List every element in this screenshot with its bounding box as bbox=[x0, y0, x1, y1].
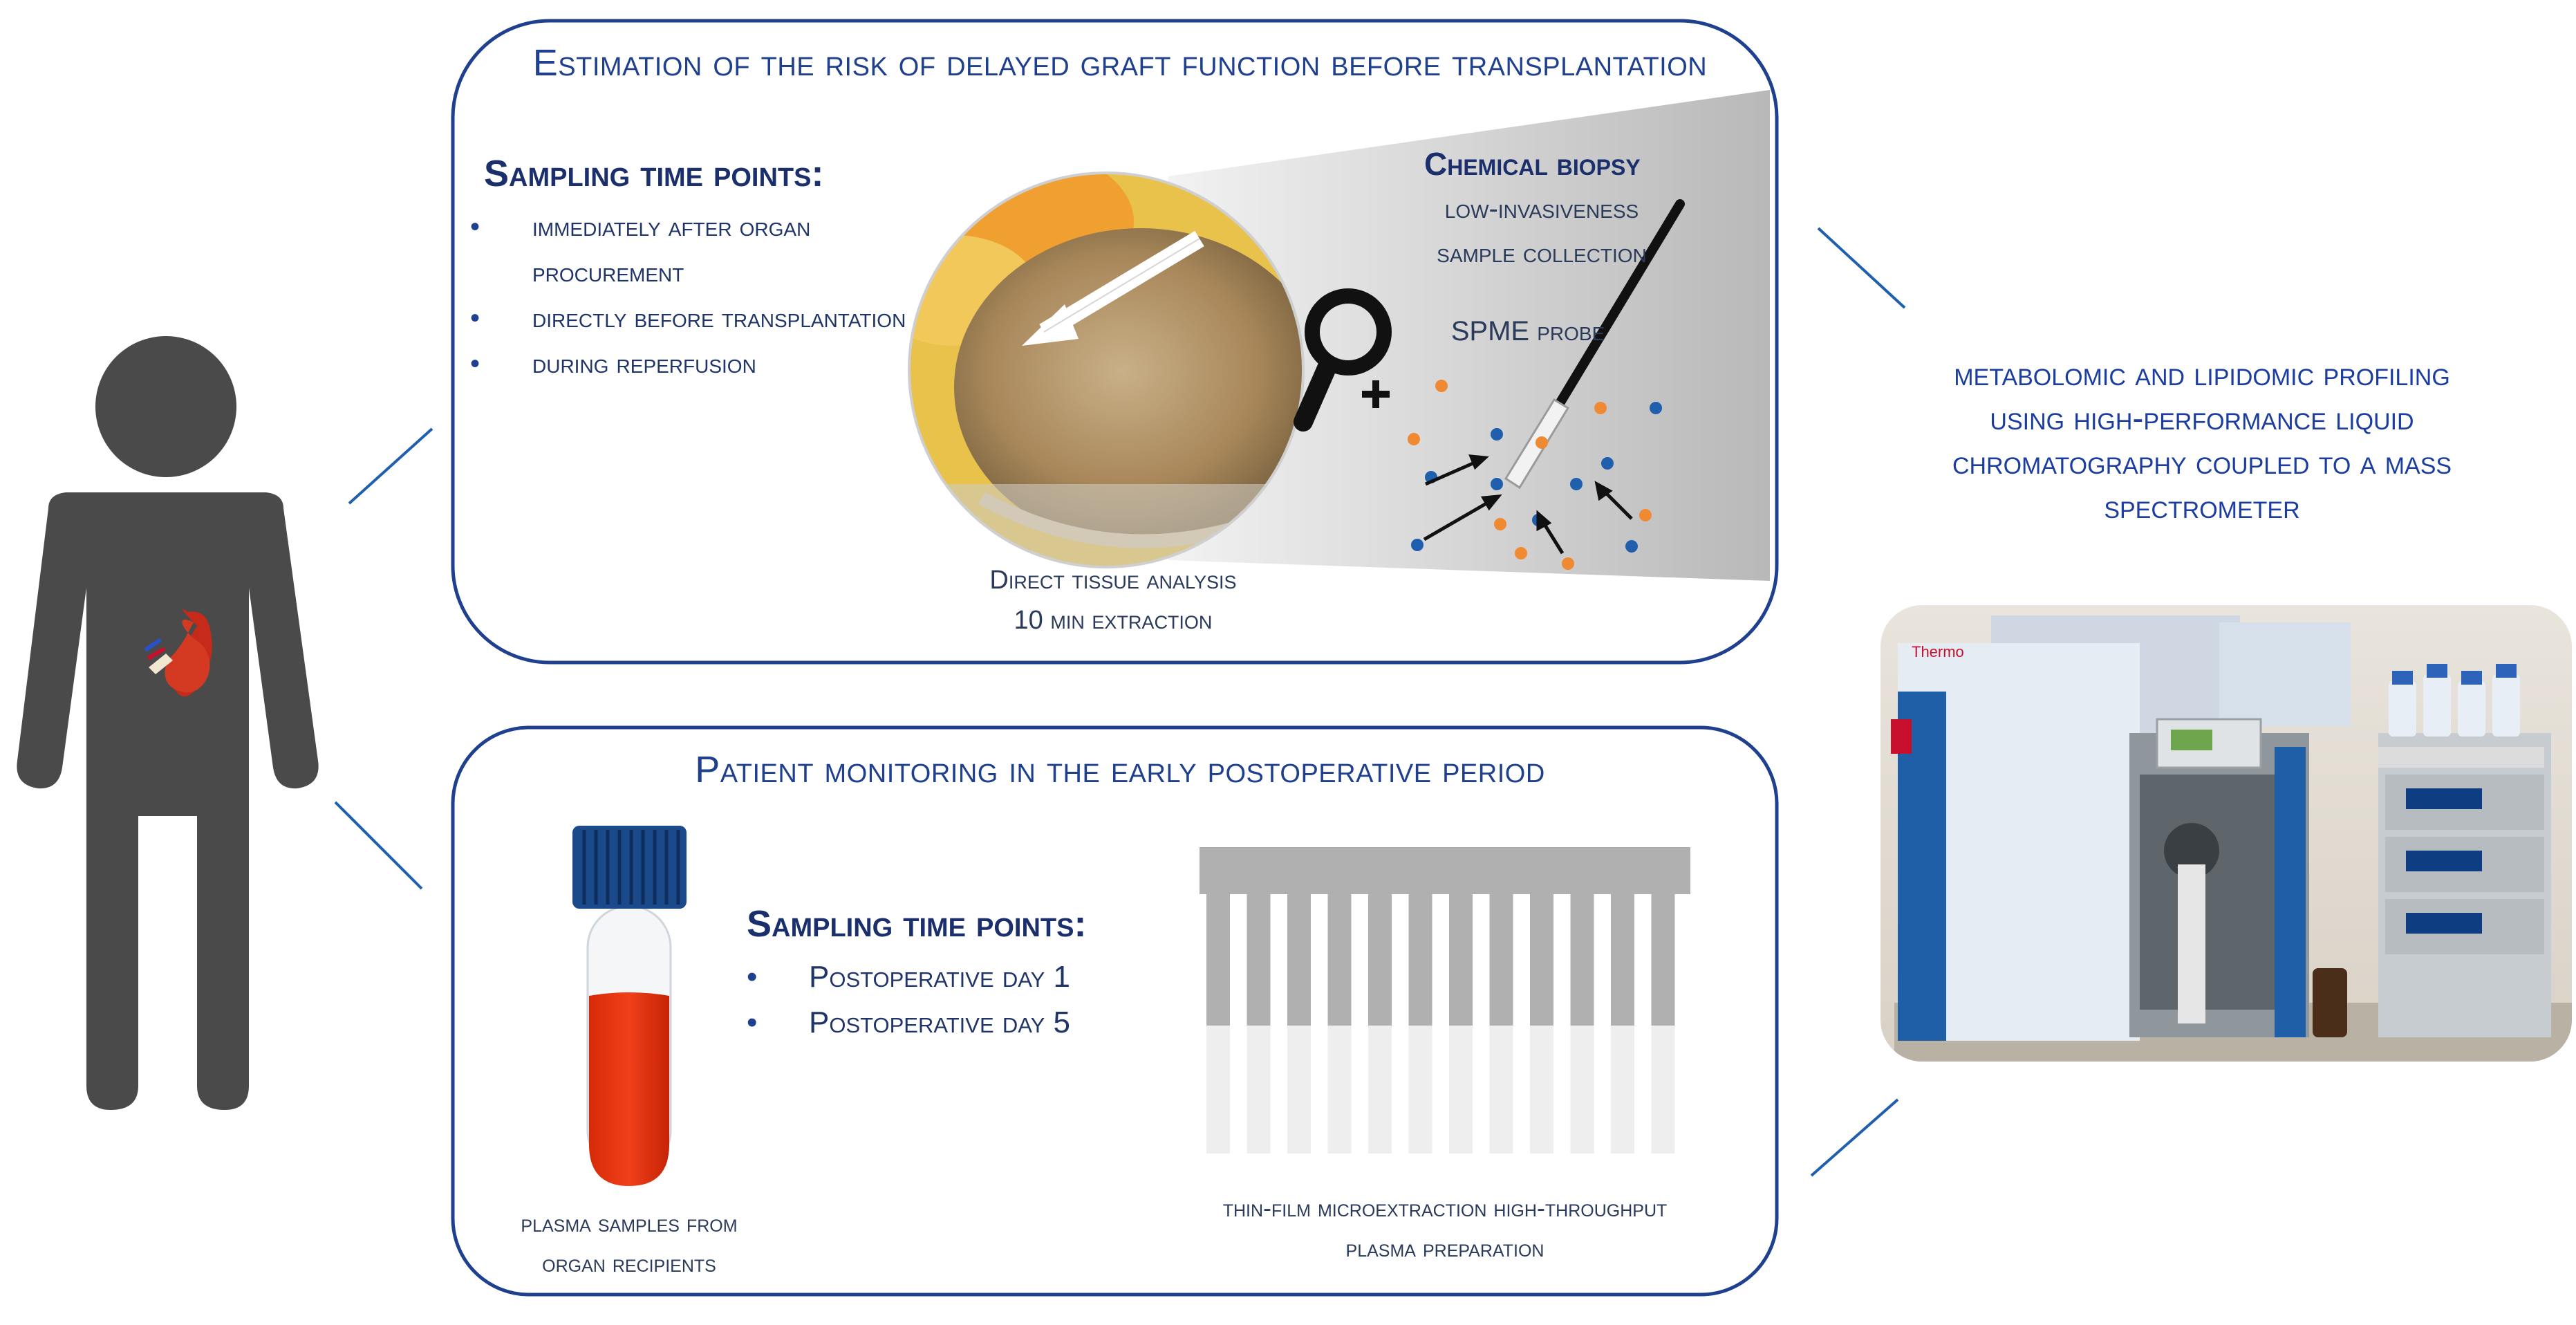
blade bbox=[1368, 894, 1392, 1026]
top-sampling-list: • immediately after organ procurement • di… bbox=[442, 204, 968, 387]
list-item: • Postoperative day 1 bbox=[747, 960, 1071, 994]
list-item: • immediately after organ procurement bbox=[470, 212, 811, 288]
caption-line-1: Direct tissue analysis bbox=[989, 566, 1237, 595]
blade bbox=[1570, 894, 1594, 1026]
thin-film-blade-array-icon bbox=[1200, 847, 1690, 1153]
lc-ms-instrument-image bbox=[1880, 605, 2572, 1062]
blade-coating bbox=[1489, 1026, 1513, 1153]
kidney-icon bbox=[144, 609, 212, 697]
blade bbox=[1327, 894, 1352, 1026]
blade-coating bbox=[1287, 1026, 1311, 1153]
profiling-line-4: spectrometer bbox=[2104, 489, 2300, 526]
blade-coating bbox=[1368, 1026, 1392, 1153]
top-panel-frame bbox=[451, 19, 1779, 665]
top-panel-title: Estimation of the risk of delayed graft … bbox=[532, 42, 1708, 84]
blade bbox=[1287, 894, 1311, 1026]
chemical-biopsy-description: low-invasiveness sample collection bbox=[1397, 187, 1687, 275]
blade bbox=[1408, 894, 1432, 1026]
tube-caption: plasma samples from organ recipients bbox=[470, 1203, 788, 1284]
blade bbox=[1489, 894, 1513, 1026]
white-arrow-icon bbox=[1022, 230, 1204, 346]
caption-line-2: 10 min extraction bbox=[1014, 606, 1213, 635]
blade bbox=[1449, 894, 1473, 1026]
person-silhouette-icon bbox=[17, 336, 319, 1110]
blood-tube-icon bbox=[572, 826, 687, 1186]
list-item: • Postoperative day 5 bbox=[747, 1006, 1071, 1039]
profiling-line-1: metabolomic and lipidomic profiling bbox=[1954, 356, 2450, 393]
bottom-panel-frame bbox=[451, 725, 1779, 1297]
tfme-caption-line-1: thin-film microextraction high-throughpu… bbox=[1222, 1194, 1668, 1222]
blade bbox=[1247, 894, 1271, 1026]
blade-coating bbox=[1570, 1026, 1594, 1153]
blade-coating bbox=[1651, 1026, 1675, 1153]
bottom-sampling-heading: Sampling time points: bbox=[747, 903, 1087, 945]
chemical-biopsy-heading: Chemical biopsy bbox=[1424, 146, 1641, 182]
chemical-biopsy-line-1: low-invasiveness bbox=[1444, 194, 1639, 224]
direct-tissue-caption: Direct tissue analysis 10 min extraction bbox=[933, 560, 1293, 640]
blade bbox=[1530, 894, 1553, 1026]
tube-caption-line-1: plasma samples from bbox=[521, 1209, 738, 1237]
magnification-cone bbox=[1168, 90, 1770, 581]
blade bbox=[1611, 894, 1634, 1026]
list-item: • during reperfusion bbox=[470, 349, 756, 379]
tube-caption-line-2: organ recipients bbox=[542, 1249, 716, 1277]
chemical-biopsy-line-2: sample collection bbox=[1437, 238, 1647, 268]
tfme-caption: thin-film microextraction high-throughpu… bbox=[1127, 1188, 1763, 1268]
blade-coating bbox=[1206, 1026, 1230, 1153]
tfme-caption-line-2: plasma preparation bbox=[1345, 1234, 1544, 1262]
blade bbox=[1206, 894, 1230, 1026]
blade-coating bbox=[1247, 1026, 1271, 1153]
top-sampling-heading: Sampling time points: bbox=[484, 153, 824, 194]
list-item: • directly before transplantation bbox=[470, 303, 906, 333]
blade-coating bbox=[1408, 1026, 1432, 1153]
profiling-line-2: using high-performance liquid bbox=[1990, 400, 2414, 437]
blade bbox=[1651, 894, 1675, 1026]
blade-coating bbox=[1611, 1026, 1634, 1153]
blade-coating bbox=[1327, 1026, 1352, 1153]
blade-coating bbox=[1449, 1026, 1473, 1153]
bottom-panel-title: Patient monitoring in the early postoper… bbox=[695, 749, 1545, 790]
profiling-description: metabolomic and lipidomic profiling usin… bbox=[1832, 353, 2572, 530]
blade-coating bbox=[1530, 1026, 1553, 1153]
connector-lines bbox=[334, 227, 1906, 1177]
bottom-sampling-list: • Postoperative day 1 • Postoperative day … bbox=[719, 954, 1161, 1046]
instrument-brand-label: Thermo bbox=[1912, 643, 1964, 660]
spme-probe-label: SPME probe bbox=[1450, 316, 1605, 346]
magnifier-plus-icon bbox=[1294, 288, 1392, 432]
profiling-line-3: chromatography coupled to a mass bbox=[1952, 445, 2452, 481]
analyte-arrows bbox=[1423, 454, 1633, 555]
